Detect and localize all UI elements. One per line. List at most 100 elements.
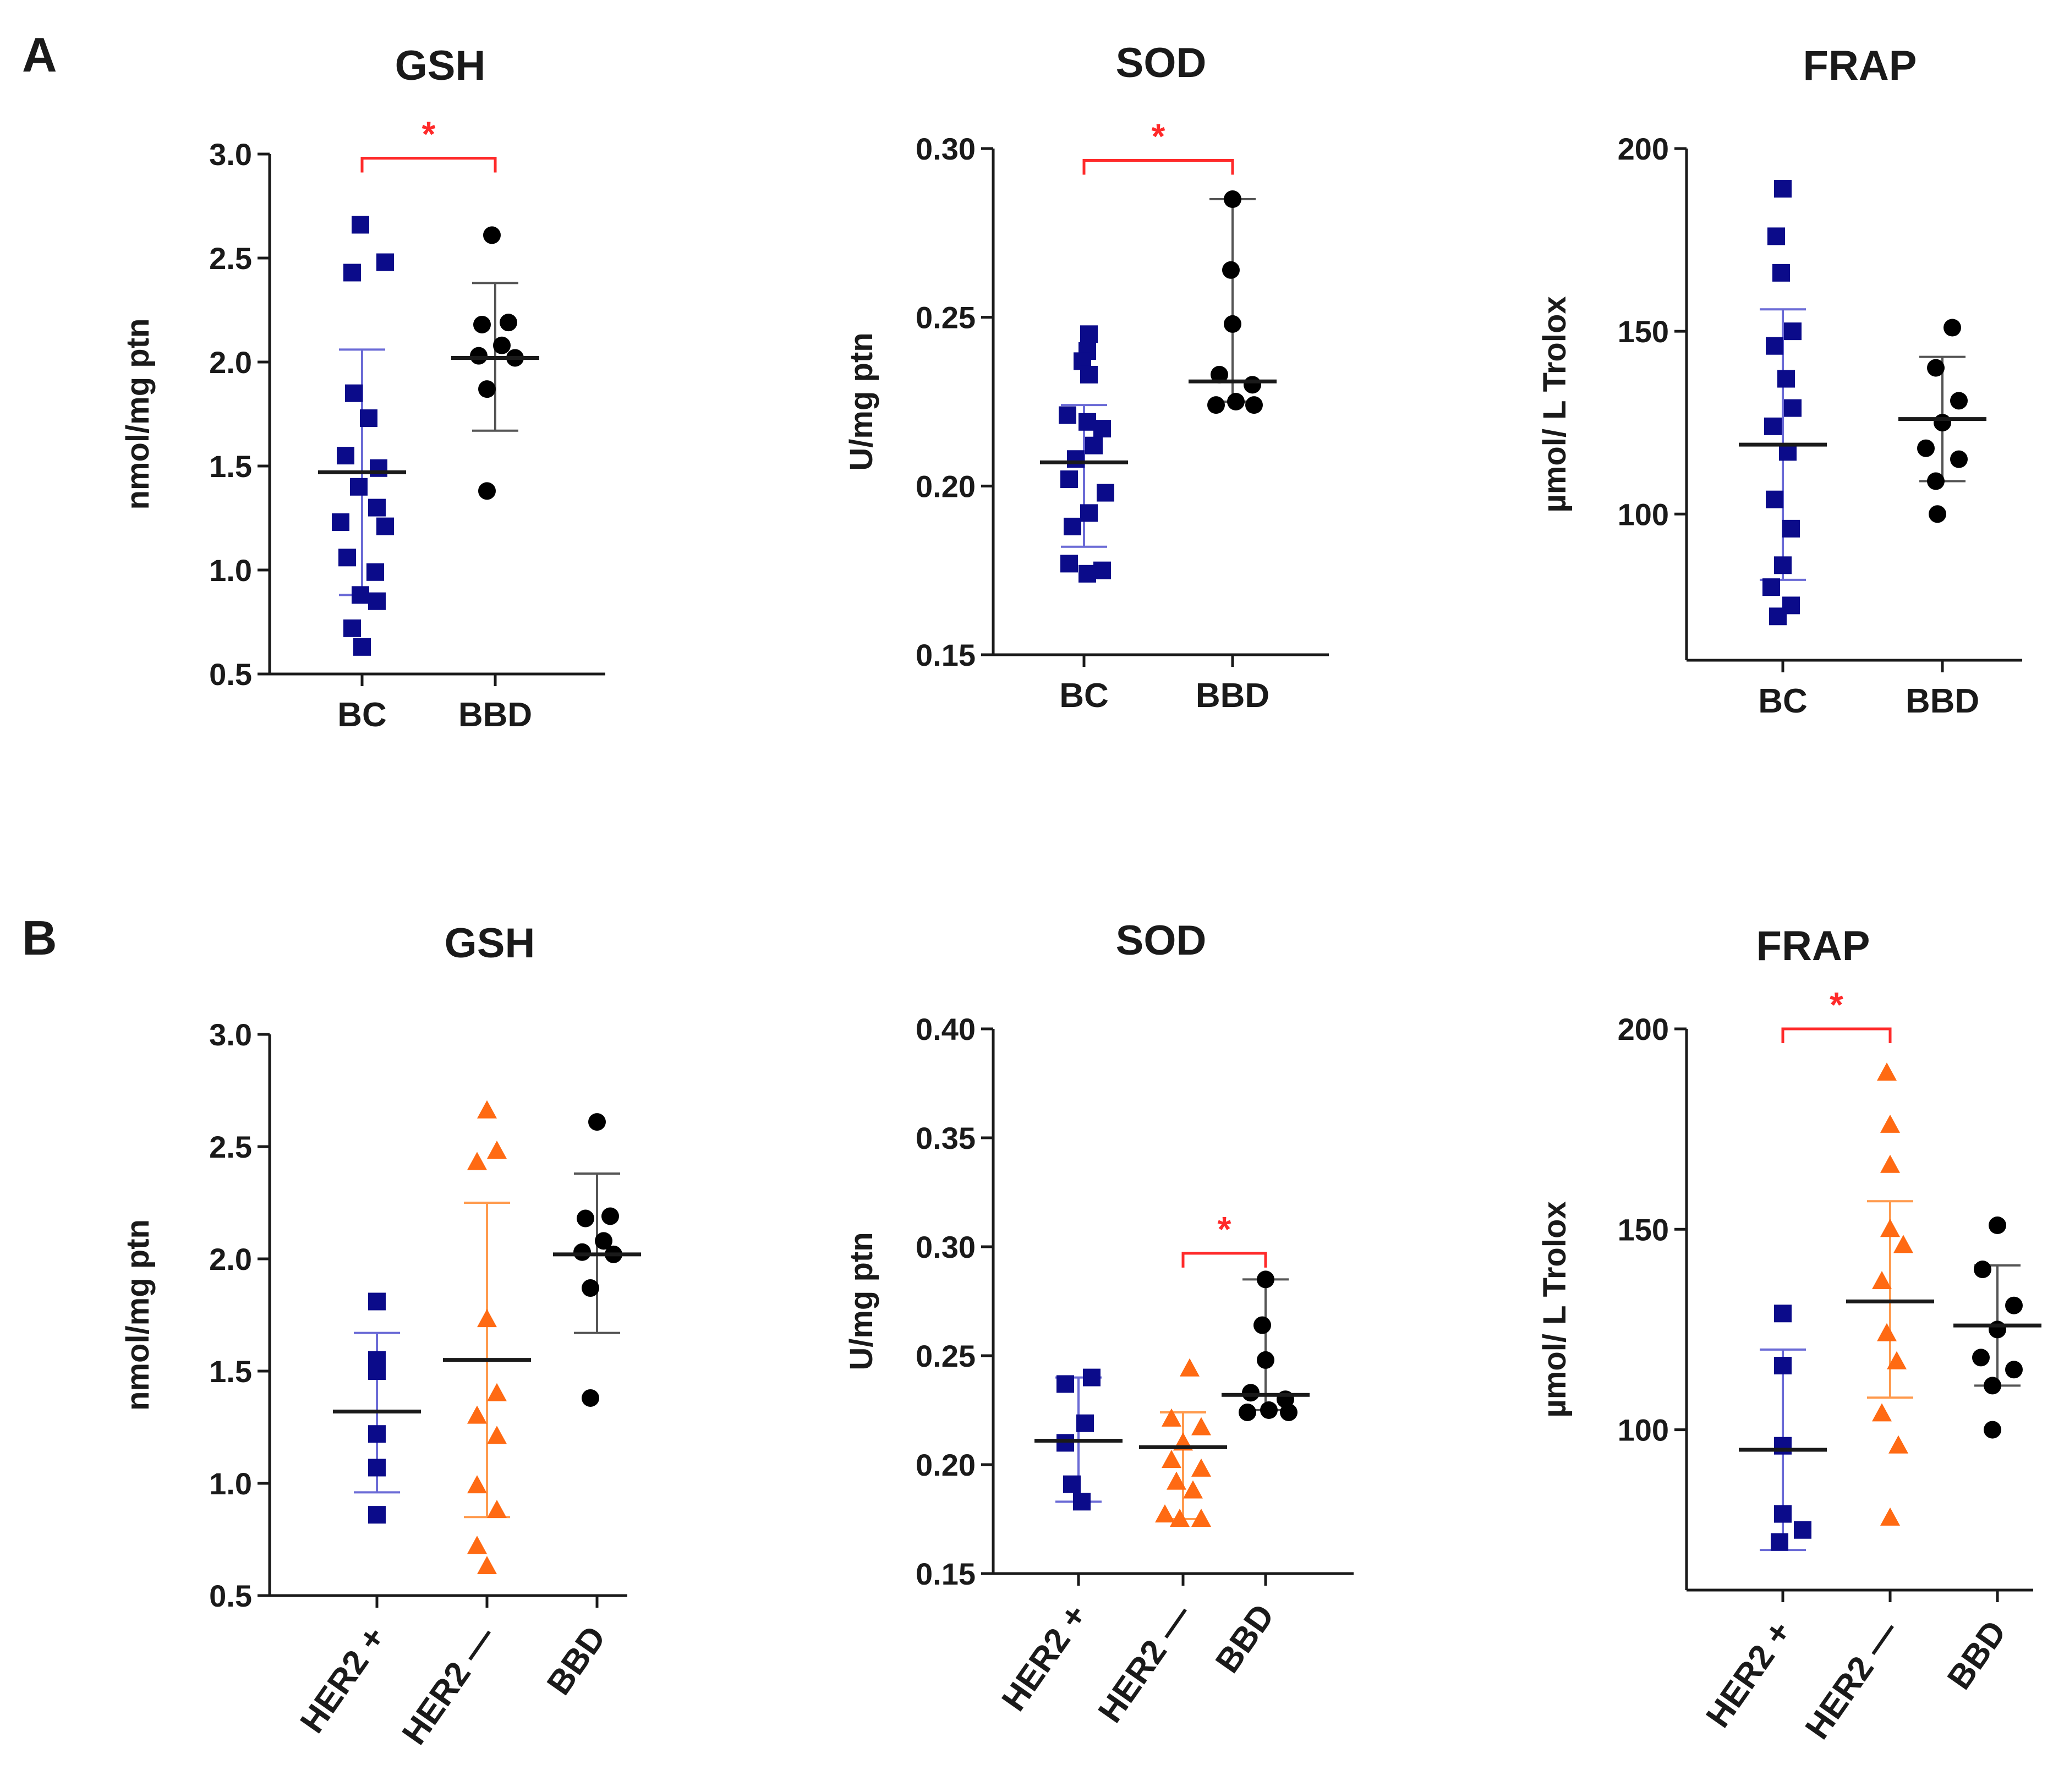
data-point — [1162, 1408, 1181, 1427]
data-point — [1929, 505, 1946, 523]
data-point — [352, 216, 369, 234]
data-point — [1766, 337, 1783, 355]
data-point — [1211, 365, 1228, 383]
chart-title: GSH — [445, 920, 535, 967]
significance-star: * — [1218, 1209, 1231, 1249]
y-tick-label: 0.40 — [916, 1012, 976, 1046]
data-point — [1257, 1270, 1274, 1289]
data-point — [368, 1362, 386, 1380]
data-point — [1872, 1403, 1892, 1422]
data-point — [1067, 450, 1085, 468]
data-point — [332, 513, 349, 531]
data-point — [370, 459, 387, 477]
data-point — [1244, 376, 1261, 394]
data-point — [1060, 470, 1078, 489]
data-point — [467, 1475, 487, 1494]
significance-star: * — [1152, 116, 1165, 156]
data-point — [1877, 1062, 1897, 1081]
data-point — [1242, 1384, 1260, 1402]
data-point — [1984, 1421, 2001, 1439]
data-point — [337, 447, 354, 465]
data-point — [1950, 392, 1968, 410]
x-category-label: BC — [1059, 677, 1109, 715]
data-point — [1887, 1351, 1907, 1369]
y-tick-label: 1.0 — [209, 1466, 252, 1501]
data-point — [1880, 1114, 1900, 1133]
y-tick-label: 100 — [1618, 497, 1669, 531]
y-tick-label: 0.25 — [916, 300, 976, 335]
data-point — [470, 347, 488, 365]
data-point — [353, 638, 371, 656]
data-point — [573, 1243, 591, 1261]
data-point — [1183, 1480, 1203, 1499]
y-tick-label: 150 — [1618, 314, 1669, 349]
panel-letter-b: B — [22, 911, 57, 965]
data-point — [343, 264, 361, 282]
data-point — [582, 1389, 599, 1407]
data-point — [2005, 1296, 2023, 1314]
y-tick-label: 0.5 — [209, 657, 252, 692]
significance-bracket — [360, 157, 497, 173]
data-point — [487, 1499, 507, 1518]
group-bc — [318, 216, 406, 656]
data-point — [368, 1459, 386, 1477]
chart-a-frap: FRAP 100 150 200 µmol/ L Trolox BC BBD — [1537, 42, 2022, 720]
group-her2- — [1034, 1368, 1123, 1511]
data-point — [500, 314, 517, 332]
data-point — [368, 1425, 386, 1443]
y-tick-label: 0.15 — [916, 1557, 976, 1591]
data-point — [477, 1555, 497, 1574]
data-point — [1880, 1154, 1900, 1173]
y-axis-label: nmol/mg ptn — [120, 1219, 156, 1411]
chart-b-frap: FRAP 100 150 200 µmol/ L Trolox HER2 +HER2 — B… — [1537, 923, 2041, 1746]
data-point — [1280, 1403, 1298, 1421]
data-point — [360, 409, 377, 428]
group-bbd — [1222, 1270, 1310, 1421]
data-point — [1093, 561, 1111, 579]
data-point — [1093, 420, 1111, 438]
data-point — [1774, 1305, 1792, 1323]
chart-title: SOD — [1116, 40, 1207, 86]
x-category-label: BBD — [1906, 682, 1979, 720]
chart-title: FRAP — [1756, 923, 1870, 969]
x-category-label: BBD — [1196, 677, 1269, 715]
data-point — [1245, 396, 1263, 414]
group-bc — [1040, 325, 1128, 583]
data-point — [1227, 393, 1245, 410]
y-tick-label: 200 — [1618, 1012, 1669, 1046]
group-her2- — [1846, 1062, 1934, 1526]
group-bbd — [1898, 319, 1986, 523]
y-tick-label: 0.25 — [916, 1339, 976, 1373]
data-point — [1076, 1414, 1094, 1432]
data-point — [487, 1141, 507, 1159]
chart-a-sod: SOD 0.15 0.20 0.25 0.30 U/mg ptn BC BBD * — [844, 40, 1329, 715]
data-point — [376, 253, 394, 271]
data-point — [350, 478, 368, 496]
data-point — [1073, 1493, 1091, 1511]
data-point — [1774, 1437, 1792, 1455]
data-point — [1078, 565, 1096, 583]
data-point — [1950, 450, 1968, 468]
x-category-label: BC — [1758, 682, 1808, 720]
data-point — [1224, 315, 1241, 333]
data-point — [1170, 1509, 1190, 1527]
data-point — [376, 517, 394, 535]
group-bbd — [1189, 190, 1277, 414]
y-axis-label: nmol/mg ptn — [120, 319, 156, 510]
y-tick-label: 2.0 — [209, 345, 252, 380]
x-category-label: BBD — [1940, 1614, 2014, 1696]
chart-title: SOD — [1116, 917, 1207, 964]
data-point — [1877, 1323, 1897, 1341]
significance-bracket — [1781, 1027, 1892, 1043]
data-point — [368, 498, 386, 517]
group-her2- — [1739, 1305, 1827, 1552]
chart-b-sod: SOD 0.15 0.20 0.25 0.30 0.35 0.40 U/mg ptn HER2 … — [844, 917, 1354, 1729]
data-point — [1097, 484, 1114, 502]
y-tick-label: 3.0 — [209, 137, 252, 172]
data-point — [1784, 399, 1802, 417]
data-point — [1260, 1401, 1278, 1419]
data-point — [1927, 359, 1945, 377]
data-point — [1794, 1521, 1811, 1539]
y-tick-label: 2.5 — [209, 241, 252, 276]
